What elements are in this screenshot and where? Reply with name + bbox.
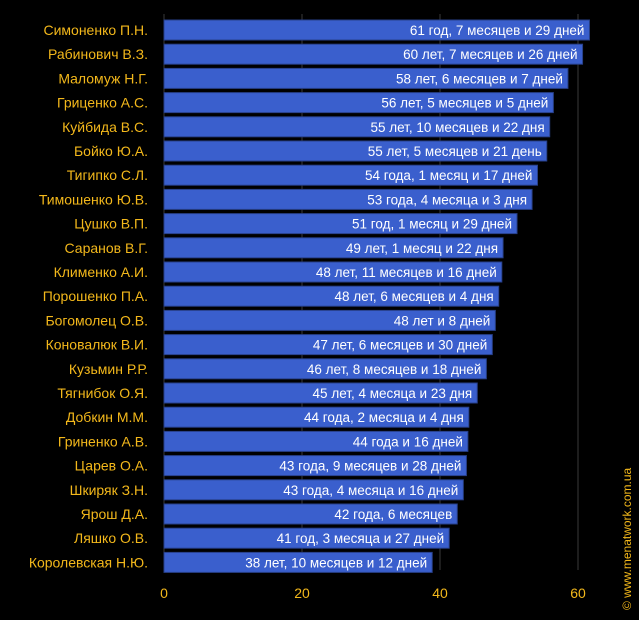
category-label: Тягнибок О.Я. xyxy=(57,385,148,401)
bar xyxy=(163,285,500,307)
category-label: Тигипко С.Л. xyxy=(67,167,148,183)
category-label: Саранов В.Г. xyxy=(65,240,148,256)
bar-value-label: 41 год, 3 месяца и 27 дней xyxy=(277,531,445,546)
bar xyxy=(163,140,548,162)
bar-value-label: 56 лет, 5 месяцев и 5 дней xyxy=(381,96,548,111)
x-tick-label: 40 xyxy=(432,585,448,601)
bar xyxy=(163,43,584,65)
bar-value-label: 46 лет, 8 месяцев и 18 дней xyxy=(307,362,481,377)
bar xyxy=(163,67,569,89)
bars xyxy=(163,19,590,573)
bar xyxy=(163,334,493,356)
bar-value-label: 44 года и 16 дней xyxy=(353,434,463,449)
bar-value-label: 48 лет, 6 месяцев и 4 дня xyxy=(335,289,494,304)
category-label: Симоненко П.Н. xyxy=(43,22,148,38)
bar xyxy=(163,455,467,477)
bar-value-label: 55 лет, 10 месяцев и 22 дня xyxy=(370,120,544,135)
bar xyxy=(163,92,554,114)
category-label: Богомолец О.В. xyxy=(45,312,148,328)
bar xyxy=(163,309,496,331)
bar-value-label: 55 лет, 5 месяцев и 21 день xyxy=(368,144,542,159)
x-axis-ticks: 0 20 40 60 xyxy=(160,585,586,601)
category-label: Маломуж Н.Г. xyxy=(58,70,148,86)
bar-value-label: 51 год, 1 месяц и 29 дней xyxy=(352,217,512,232)
bar xyxy=(163,479,464,501)
category-label: Коновалюк В.И. xyxy=(46,337,148,353)
category-label: Царев О.А. xyxy=(75,458,148,474)
category-label: Бойко Ю.А. xyxy=(74,143,148,159)
bar xyxy=(163,116,551,138)
bar xyxy=(163,19,590,41)
bar-value-labels: 61 год, 7 месяцев и 29 дней 60 лет, 7 мес… xyxy=(245,23,584,570)
category-label: Шкиряк З.Н. xyxy=(70,482,148,498)
bar-value-label: 43 года, 4 месяца и 16 дней xyxy=(283,483,458,498)
bar-value-label: 53 года, 4 месяца и 3 дня xyxy=(367,192,527,207)
category-label: Гриценко А.С. xyxy=(57,95,148,111)
bar xyxy=(163,188,533,210)
x-tick-label: 20 xyxy=(294,585,310,601)
bar xyxy=(163,164,538,186)
category-label: Тимошенко Ю.В. xyxy=(39,191,148,207)
bar-value-label: 60 лет, 7 месяцев и 26 дней xyxy=(403,47,577,62)
category-label: Королевская Н.Ю. xyxy=(29,554,148,570)
bar-value-label: 45 лет, 4 месяца и 23 дня xyxy=(313,386,473,401)
category-labels: Симоненко П.Н. Рабинович В.З. Маломуж Н.Г.… xyxy=(29,22,148,570)
bar xyxy=(163,527,450,549)
bar xyxy=(163,261,503,283)
category-label: Рабинович В.З. xyxy=(48,46,148,62)
bar xyxy=(163,237,504,259)
category-label: Ляшко О.В. xyxy=(74,530,148,546)
category-label: Гриненко А.В. xyxy=(58,433,148,449)
bar xyxy=(163,213,518,235)
bar-value-label: 49 лет, 1 месяц и 22 дня xyxy=(346,241,498,256)
category-label: Цушко В.П. xyxy=(74,216,148,232)
bar xyxy=(163,382,478,404)
bar xyxy=(163,503,458,525)
bar xyxy=(163,406,470,428)
bar-value-label: 58 лет, 6 месяцев и 7 дней xyxy=(396,71,563,86)
bar xyxy=(163,358,487,380)
bar xyxy=(163,551,433,573)
bar-value-label: 47 лет, 6 месяцев и 30 дней xyxy=(313,338,487,353)
bar-value-label: 61 год, 7 месяцев и 29 дней xyxy=(410,23,585,38)
category-label: Куйбида В.С. xyxy=(62,119,148,135)
category-label: Порошенко П.А. xyxy=(43,288,148,304)
category-label: Добкин М.М. xyxy=(66,409,148,425)
bar xyxy=(163,430,469,452)
bar-value-label: 43 года, 9 месяцев и 28 дней xyxy=(279,459,461,474)
bar-value-label: 48 лет и 8 дней xyxy=(394,313,491,328)
bar-value-label: 44 года, 2 месяца и 4 дня xyxy=(304,410,464,425)
bar-value-label: 42 года, 6 месяцев xyxy=(334,507,452,522)
bar-value-label: 54 года, 1 месяц и 17 дней xyxy=(365,168,533,183)
watermark: © www.menatwork.com.ua xyxy=(620,467,634,610)
bar-value-label: 48 лет, 11 месяцев и 16 дней xyxy=(316,265,497,280)
category-label: Кузьмин Р.Р. xyxy=(69,361,148,377)
category-label: Клименко А.И. xyxy=(54,264,148,280)
x-tick-label: 0 xyxy=(160,585,168,601)
x-tick-label: 60 xyxy=(570,585,586,601)
category-label: Ярош Д.А. xyxy=(81,506,148,522)
bar-value-label: 38 лет, 10 месяцев и 12 дней xyxy=(245,555,427,570)
